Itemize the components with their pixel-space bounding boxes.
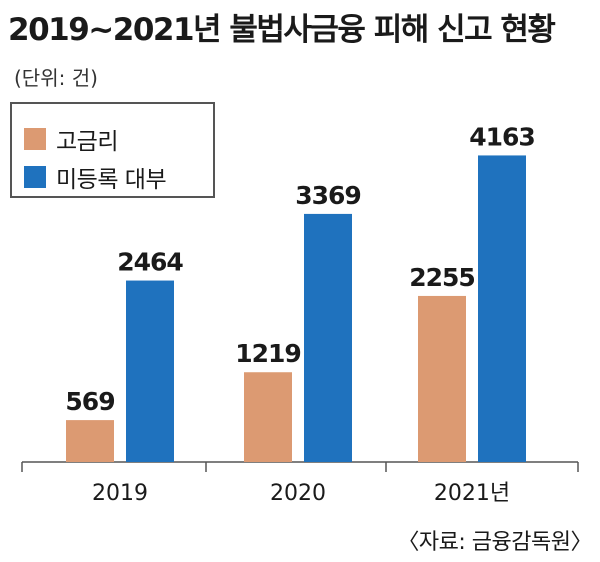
- x-tick-label-2: 2021년: [434, 481, 510, 506]
- bar-unregistered-lender-2: [478, 155, 526, 462]
- bar-high-interest-0: [66, 420, 114, 462]
- legend-label-unregistered-lender: 미등록 대부: [56, 167, 167, 193]
- data-label-unregistered-lender-1: 3369: [295, 181, 361, 210]
- legend-item-high-interest: 고금리: [24, 122, 118, 156]
- legend: 고금리 미등록 대부: [10, 102, 215, 198]
- data-label-unregistered-lender-0: 2464: [117, 248, 183, 277]
- bar-unregistered-lender-0: [126, 280, 174, 462]
- source-note: 〈자료: 금융감독원〉: [397, 530, 592, 555]
- legend-item-unregistered-lender: 미등록 대부: [24, 160, 167, 194]
- legend-swatch-high-interest: [24, 128, 46, 150]
- data-label-high-interest-0: 569: [65, 387, 114, 416]
- x-tick-label-1: 2020: [270, 481, 326, 506]
- x-tick-label-0: 2019: [92, 481, 148, 506]
- unit-label: (단위: 건): [14, 66, 98, 90]
- bar-high-interest-2: [418, 295, 466, 462]
- legend-swatch-unregistered-lender: [24, 166, 46, 188]
- data-label-high-interest-2: 2255: [409, 263, 475, 292]
- data-label-high-interest-1: 1219: [235, 339, 301, 368]
- legend-label-high-interest: 고금리: [56, 129, 118, 155]
- data-label-unregistered-lender-2: 4163: [469, 122, 535, 151]
- bar-unregistered-lender-1: [304, 213, 352, 462]
- chart-title: 2019~2021년 불법사금융 피해 신고 현황: [8, 12, 556, 48]
- bar-high-interest-1: [244, 372, 292, 462]
